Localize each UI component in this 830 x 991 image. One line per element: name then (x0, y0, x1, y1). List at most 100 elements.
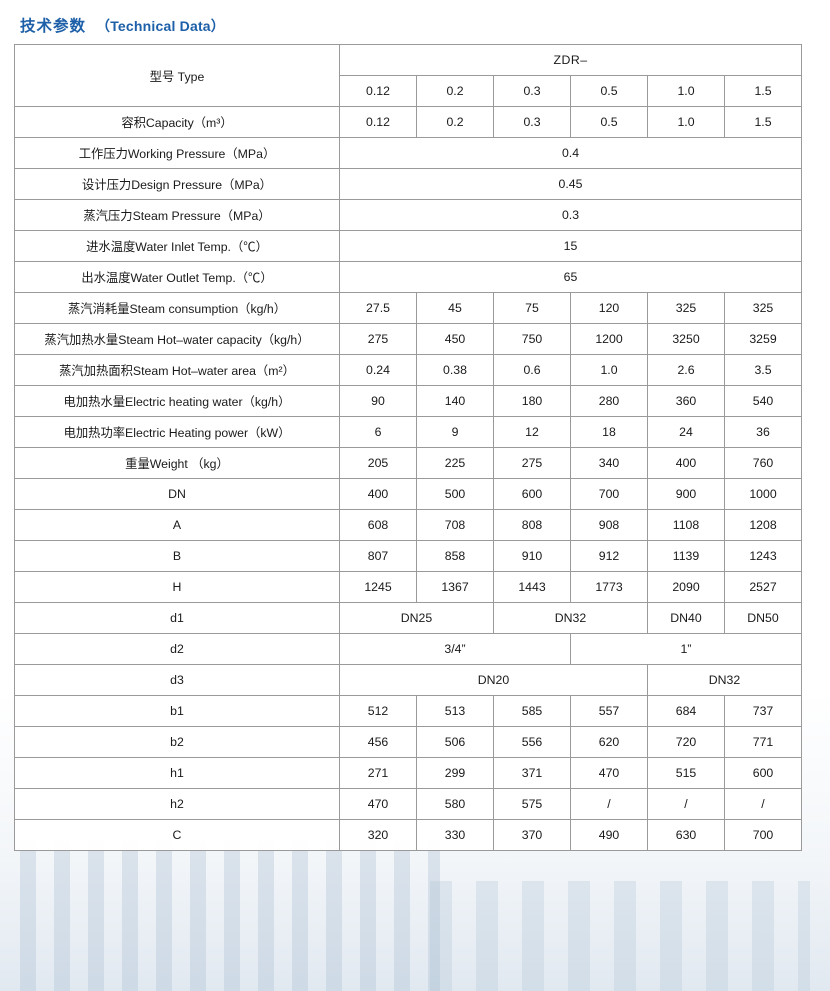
row-group-value: DN32 (493, 602, 648, 634)
table-row: 电加热水量Electric heating water（kg/h） 90 140 18… (14, 385, 802, 417)
row-label: 工作压力Working Pressure（MPa） (14, 137, 340, 169)
row-cell: 557 (570, 695, 648, 727)
row-cell: 470 (570, 757, 648, 789)
row-cell: 1443 (493, 571, 571, 603)
row-cell: 205 (339, 447, 417, 479)
row-cell: 580 (416, 788, 494, 820)
row-cell: 271 (339, 757, 417, 789)
row-cell: 2527 (724, 571, 802, 603)
row-cell: 370 (493, 819, 571, 851)
row-label: 电加热功率Electric Heating power（kW） (14, 416, 340, 448)
table-row: 电加热功率Electric Heating power（kW） 6 9 12 18 24 3… (14, 416, 802, 448)
row-label: A (14, 509, 340, 541)
row-label: h2 (14, 788, 340, 820)
table-row: h2 470 580 575// / (14, 788, 802, 820)
row-cell: 490 (570, 819, 648, 851)
row-label: C (14, 819, 340, 851)
row-cell: 684 (647, 695, 725, 727)
header-model-3: 0.5 (570, 75, 648, 107)
row-cell: 575 (493, 788, 571, 820)
row-cell: 1245 (339, 571, 417, 603)
page-title-cn: 技术参数 (20, 18, 87, 35)
row-cell: 1.0 (570, 354, 648, 386)
row-cell: 9 (416, 416, 494, 448)
row-cell: 910 (493, 540, 571, 572)
row-cell: 515 (647, 757, 725, 789)
table-row: b1 512 513 585 557 684 737 (14, 695, 802, 727)
row-label: DN (14, 478, 340, 510)
table-row: 蒸汽加热水量Steam Hot–water capacity（kg/h） 275 4… (14, 323, 802, 355)
row-cell: 808 (493, 509, 571, 541)
row-cell: 1000 (724, 478, 802, 510)
page-title-en: （Technical Data） (96, 18, 225, 34)
row-group-value: DN25 (339, 602, 494, 634)
row-cell: 450 (416, 323, 494, 355)
row-label: d2 (14, 633, 340, 665)
row-cell: 36 (724, 416, 802, 448)
technical-data-page: 技术参数 （Technical Data） 型号 Type ZDR– 0.12 0.2… (14, 14, 816, 851)
row-label: 蒸汽压力Steam Pressure（MPa） (14, 199, 340, 231)
row-cell: 556 (493, 726, 571, 758)
row-cell: 1.5 (724, 106, 802, 138)
row-cell: 3259 (724, 323, 802, 355)
row-label: 蒸汽加热水量Steam Hot–water capacity（kg/h） (14, 323, 340, 355)
row-label: 蒸汽加热面积Steam Hot–water area（m²） (14, 354, 340, 386)
row-group-value: 1” (570, 633, 802, 665)
row-label: B (14, 540, 340, 572)
table-header-row-models: 0.12 0.2 0.3 0.5 1.0 1.5 (15, 75, 802, 107)
header-series-label: ZDR– (339, 44, 802, 76)
row-cell: 3.5 (724, 354, 802, 386)
table-row: 出水温度Water Outlet Temp.（℃） 65 (14, 261, 802, 293)
header-type-label: 型号 Type (14, 44, 340, 107)
row-cell: 6 (339, 416, 417, 448)
table-row: d2 3/4” 1” (14, 633, 802, 665)
row-cell: 630 (647, 819, 725, 851)
table-row: H 1245 1367 1443 1773 2090 2527 (14, 571, 802, 603)
row-cell: 737 (724, 695, 802, 727)
row-label: 出水温度Water Outlet Temp.（℃） (14, 261, 340, 293)
row-cell: 75 (493, 292, 571, 324)
row-cell: 500 (416, 478, 494, 510)
header-model-2: 0.3 (493, 75, 571, 107)
row-merged-value: 0.4 (339, 137, 802, 169)
table-row: B 807 858 910 912 1139 1243 (14, 540, 802, 572)
table-row: 容积Capacity（m³） 0.12 0.2 0.3 0.5 1.0 1.5 (14, 106, 802, 138)
row-cell: 760 (724, 447, 802, 479)
row-cell: 1139 (647, 540, 725, 572)
header-model-1: 0.2 (416, 75, 494, 107)
row-cell: 908 (570, 509, 648, 541)
row-cell: 180 (493, 385, 571, 417)
table-header-row-series: 型号 Type ZDR– (14, 44, 802, 107)
row-group-value: DN40 (647, 602, 725, 634)
row-cell: 340 (570, 447, 648, 479)
row-cell: 325 (647, 292, 725, 324)
row-label: b2 (14, 726, 340, 758)
row-group-value: DN32 (647, 664, 802, 696)
row-cell: 400 (339, 478, 417, 510)
row-cell: 708 (416, 509, 494, 541)
row-cell: 140 (416, 385, 494, 417)
page-title: 技术参数 （Technical Data） (20, 14, 816, 36)
table-row: d3 DN20 DN32 (14, 664, 802, 696)
table-row: 进水温度Water Inlet Temp.（℃） 15 (14, 230, 802, 262)
row-cell: 2090 (647, 571, 725, 603)
row-cell: 1108 (647, 509, 725, 541)
row-cell: 456 (339, 726, 417, 758)
row-cell: 371 (493, 757, 571, 789)
table-row: C 320 330 370 490 630 700 (14, 819, 802, 851)
row-cell: 120 (570, 292, 648, 324)
row-cell: 512 (339, 695, 417, 727)
row-cell: 1243 (724, 540, 802, 572)
table-row: b2 456 506 556 620 720 771 (14, 726, 802, 758)
row-cell: 18 (570, 416, 648, 448)
table-row: 蒸汽加热面积Steam Hot–water area（m²） 0.24 0.38 0.… (14, 354, 802, 386)
table-row: DN 400 500 600 700 900 1000 (14, 478, 802, 510)
row-cell: 600 (493, 478, 571, 510)
row-cell: 858 (416, 540, 494, 572)
row-cell: 0.12 (339, 106, 417, 138)
row-cell: 320 (339, 819, 417, 851)
row-cell: 1773 (570, 571, 648, 603)
row-cell: 0.6 (493, 354, 571, 386)
row-cell: 0.2 (416, 106, 494, 138)
table-row: 工作压力Working Pressure（MPa） 0.4 (14, 137, 802, 169)
